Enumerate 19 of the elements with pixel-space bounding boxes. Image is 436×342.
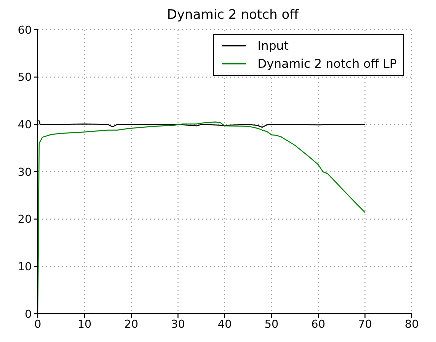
y-tick-label: 10	[18, 260, 32, 274]
y-tick-label: 0	[25, 308, 32, 321]
y-tick-label: 20	[18, 213, 32, 226]
x-tick-label: 40	[218, 318, 232, 331]
x-tick-label: 50	[264, 318, 279, 331]
y-tick-label: 30	[18, 166, 32, 179]
x-tick-label: 70	[358, 318, 372, 331]
x-tick-label: 20	[124, 318, 138, 331]
y-tick-label: 50	[18, 71, 32, 84]
y-tick-label: 60	[18, 24, 32, 37]
x-tick-label: 80	[405, 318, 419, 331]
x-tick-label: 10	[78, 318, 92, 331]
y-tick-label: 40	[18, 118, 32, 132]
legend-label: Dynamic 2 notch off LP	[258, 56, 397, 73]
chart-title: Dynamic 2 notch off	[166, 8, 300, 24]
legend-label: Input	[258, 38, 289, 55]
x-tick-label: 60	[312, 318, 326, 331]
x-tick-label: 0	[34, 318, 42, 331]
x-tick-label: 30	[171, 318, 186, 331]
